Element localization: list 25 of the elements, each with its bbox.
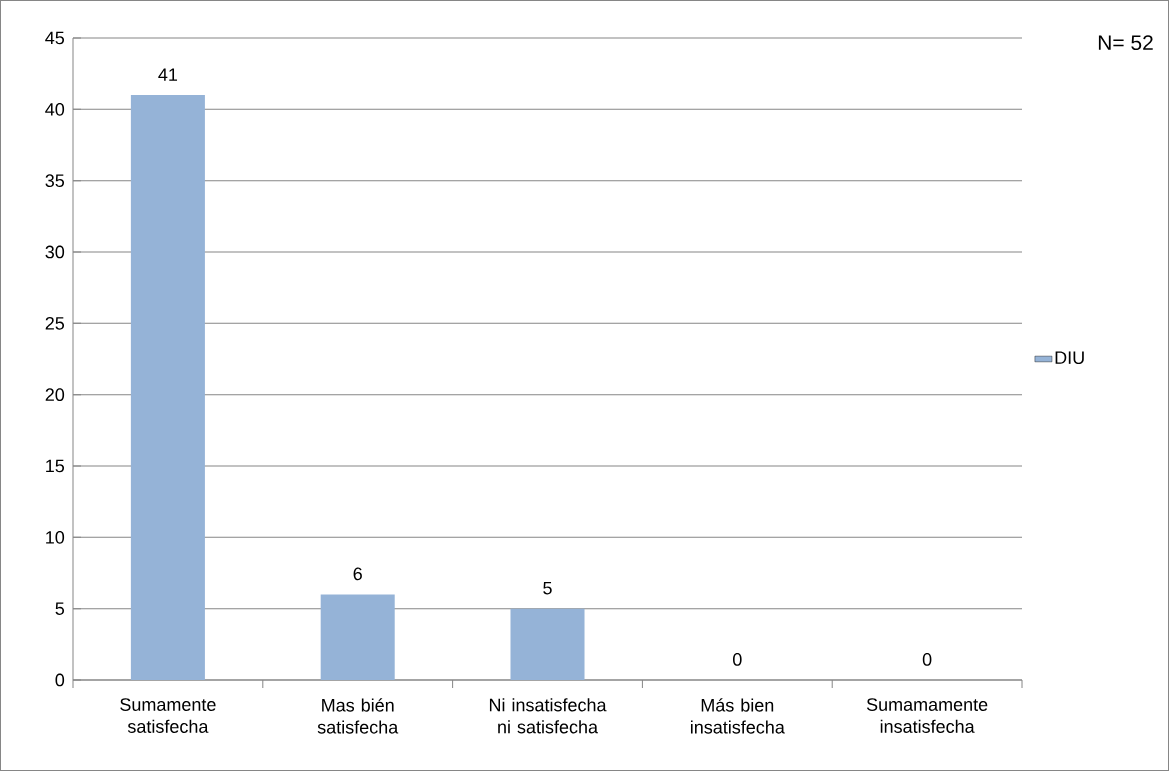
y-tick-label: 15 [46,459,65,473]
data-label: 0 [922,653,932,666]
x-tick-label: Mas bién satisfecha [317,698,399,734]
bar [130,95,205,680]
data-label: 5 [543,581,552,595]
x-tick-label: Ni insatisfecha ni satisfecha [489,698,607,734]
y-tick-label: 35 [45,174,65,188]
text: N= 52 [1098,35,1153,51]
x-tick-label: Sumamente satisfecha [120,698,216,733]
y-tick-label: 0 [55,673,65,687]
y-tick-label: 20 [45,388,65,402]
bar [510,608,585,680]
legend-label: DIU [1055,351,1084,365]
y-tick-label: 5 [55,602,65,615]
data-label: 41 [158,68,178,81]
bar [320,594,395,680]
y-tick-label: 45 [45,31,65,45]
data-label: 6 [353,567,362,581]
y-tick-label: 10 [46,530,65,544]
y-tick-label: 25 [45,316,65,330]
y-tick-label: 30 [45,245,65,259]
y-tick-label: 40 [45,102,65,116]
x-tick-label: Sumamamente insatisfecha [866,698,988,733]
x-tick-label: Más bien insatisfecha [690,698,785,734]
data-label: 0 [733,653,742,666]
